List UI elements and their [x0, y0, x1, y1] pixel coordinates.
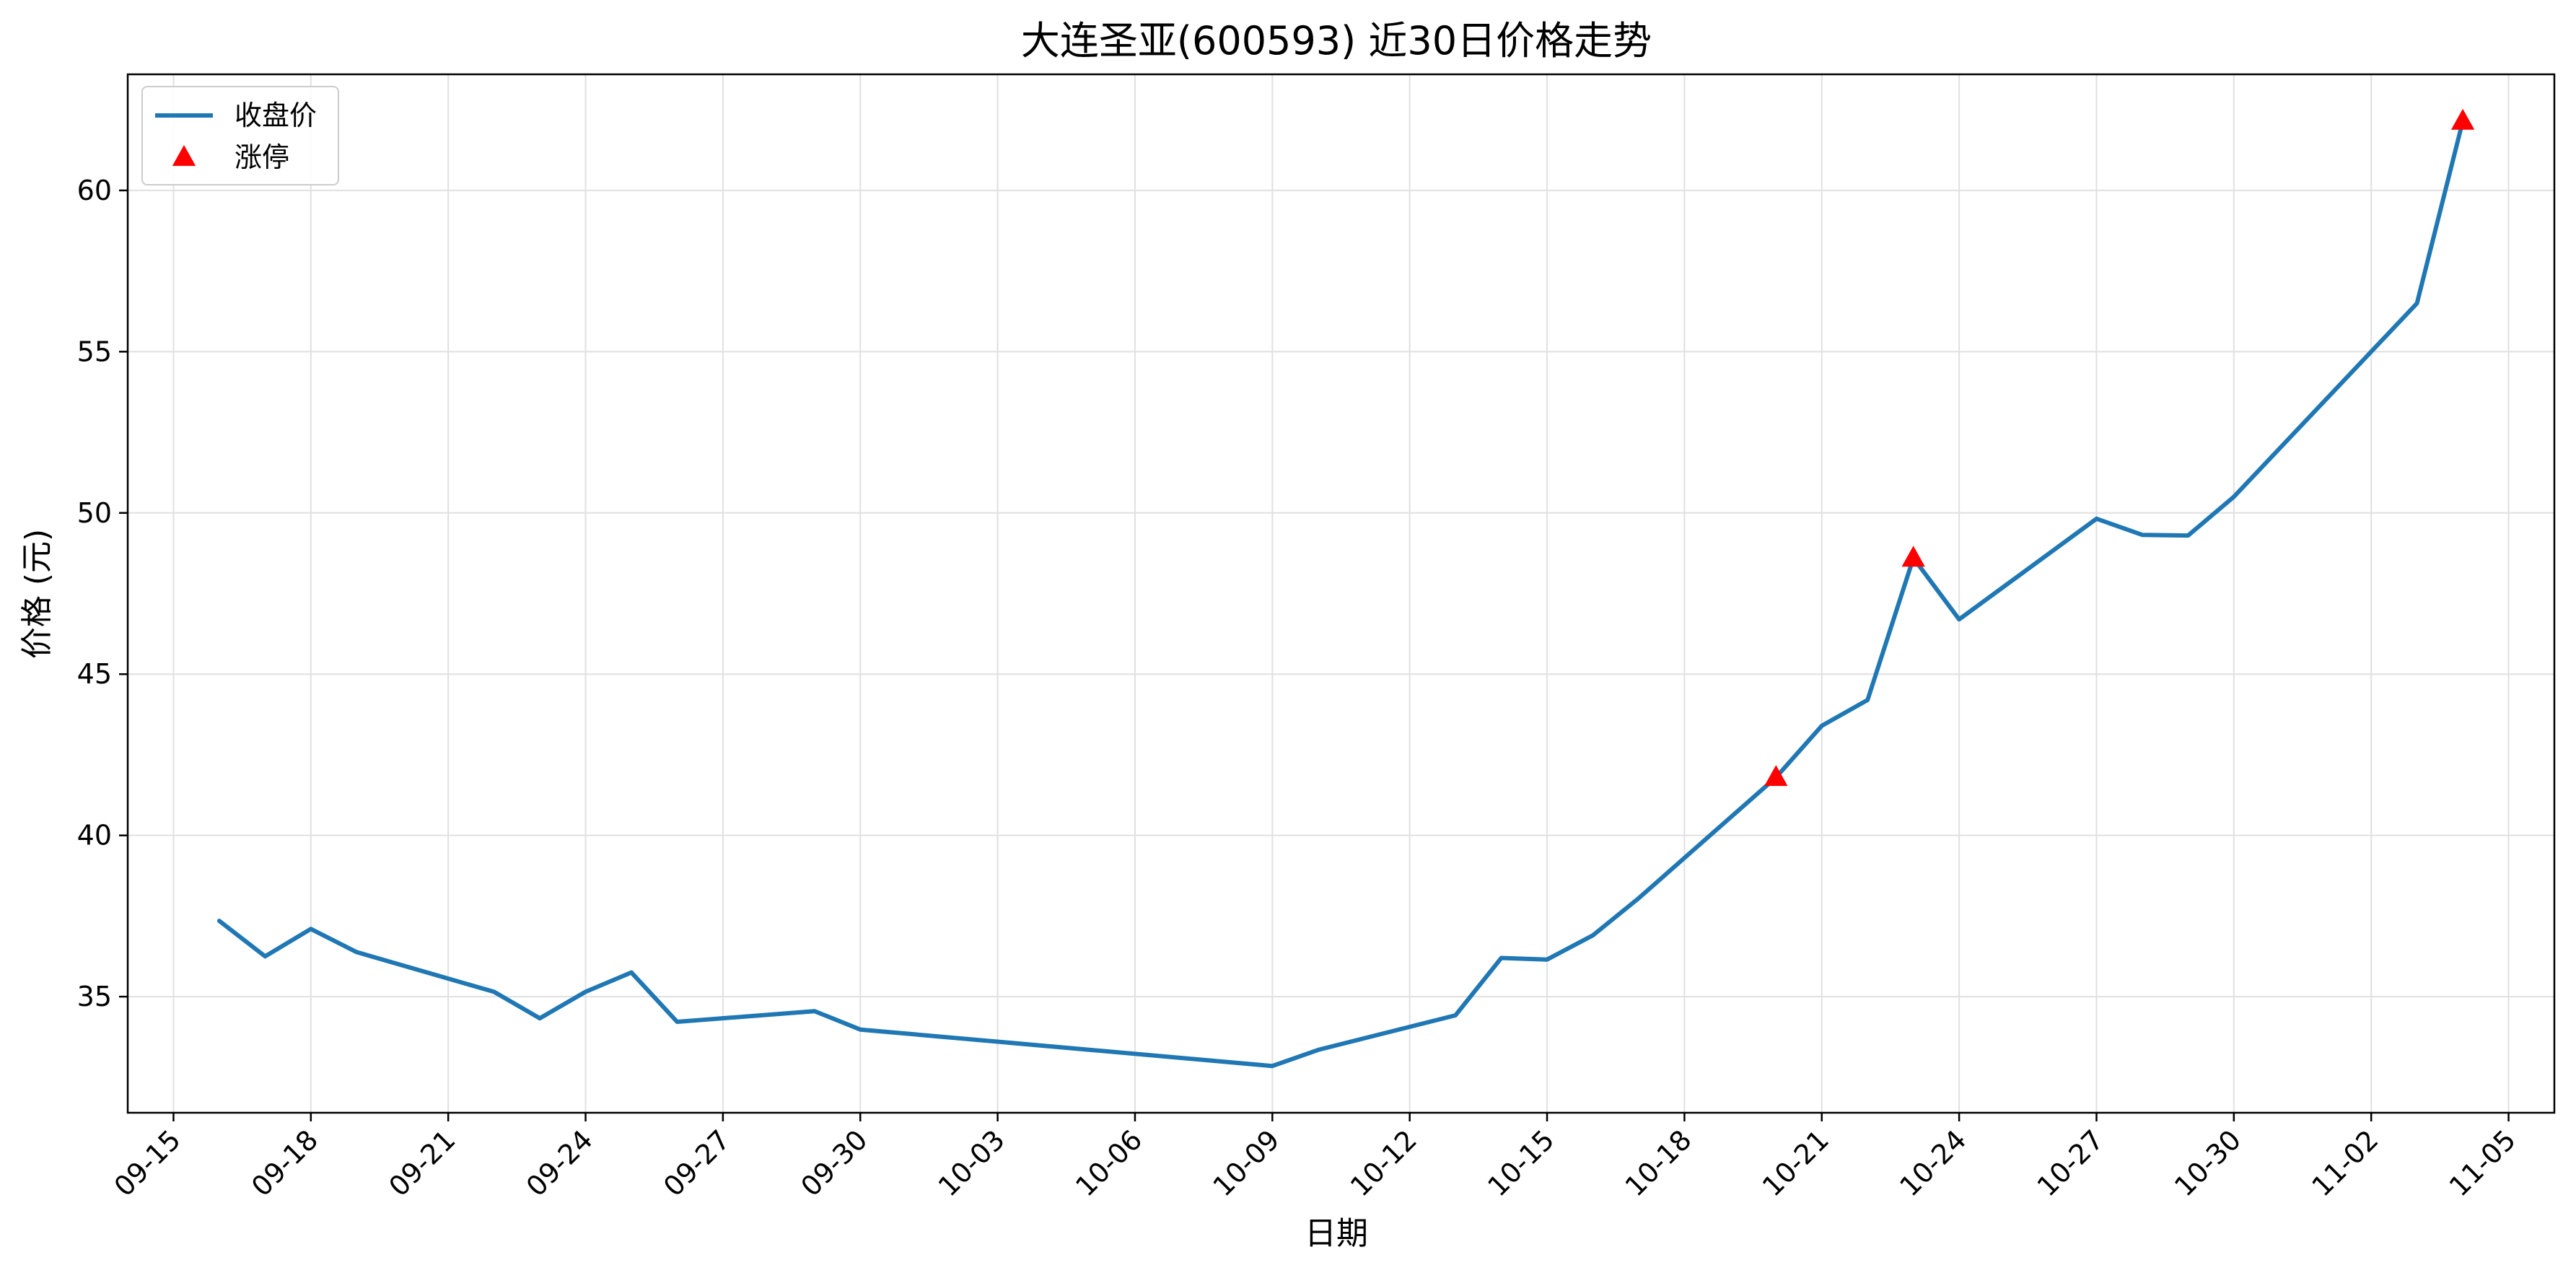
x-axis-label: 日期: [1305, 1215, 1368, 1252]
legend-label: 收盘价: [235, 100, 317, 131]
y-tick-label: 35: [77, 981, 112, 1012]
limit-up-marker: [1764, 765, 1788, 787]
limit-up-marker: [2450, 108, 2475, 130]
plot-frame: [126, 73, 2556, 1114]
y-tick-label: 50: [77, 497, 112, 529]
y-axis-label: 价格 (元): [19, 529, 56, 659]
legend-label: 涨停: [235, 141, 289, 173]
chart-title: 大连圣亚(600593) 近30日价格走势: [1021, 18, 1652, 64]
close-price-line: [216, 118, 2466, 1069]
limit-up-marker: [1901, 546, 1925, 567]
y-tick-label: 40: [77, 820, 112, 852]
y-tick-label: 55: [77, 336, 112, 367]
legend-triangle-swatch: [172, 145, 196, 166]
y-tick-label: 45: [77, 658, 112, 690]
y-tick-label: 60: [77, 175, 112, 206]
